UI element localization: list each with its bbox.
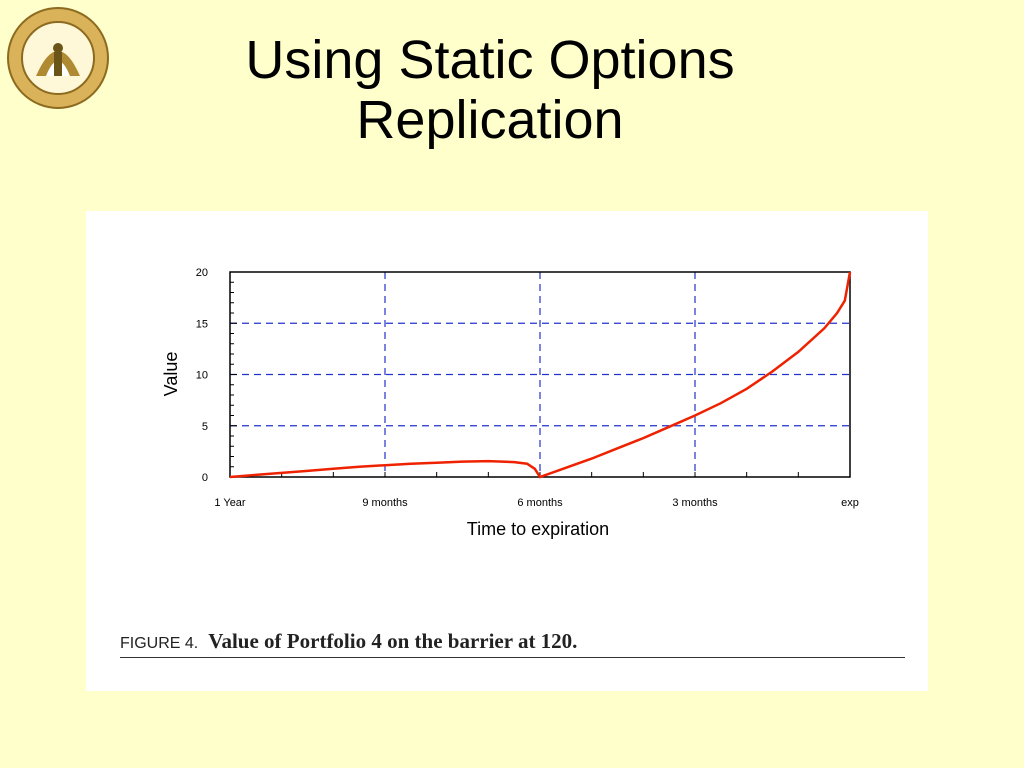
x-axis-label: Time to expiration [467, 519, 609, 539]
y-tick-label: 15 [196, 318, 208, 330]
x-tick-label: exp [841, 497, 859, 509]
x-tick-label: 9 months [362, 497, 408, 509]
figure-label: FIGURE 4. [120, 635, 199, 652]
y-tick-label: 5 [202, 421, 208, 433]
series-line [229, 271, 852, 479]
figure-caption: FIGURE 4. Value of Portfolio 4 on the bar… [120, 629, 577, 654]
figure-caption-text: Value of Portfolio 4 on the barrier at 1… [208, 629, 578, 653]
y-axis-label: Value [161, 352, 181, 397]
figure-panel: 0 5 10 15 20 1 Year 9 months 6 months 3 months ex… [86, 211, 928, 691]
x-tick-label: 3 months [672, 497, 718, 509]
y-tick-label: 0 [202, 472, 208, 484]
line-chart: 0 5 10 15 20 1 Year 9 months 6 months 3 months ex… [161, 267, 859, 539]
university-seal-icon [7, 7, 109, 109]
slide-title-line-1: Using Static Options [245, 30, 735, 90]
y-tick-label: 20 [196, 267, 208, 279]
slide-title-line-2: Replication [356, 90, 624, 150]
x-tick-label: 1 Year [214, 497, 246, 509]
caption-rule [120, 657, 905, 658]
slide-title: Using Static Options Replication [140, 30, 840, 150]
x-tick-label: 6 months [517, 497, 563, 509]
y-tick-label: 10 [196, 370, 208, 382]
